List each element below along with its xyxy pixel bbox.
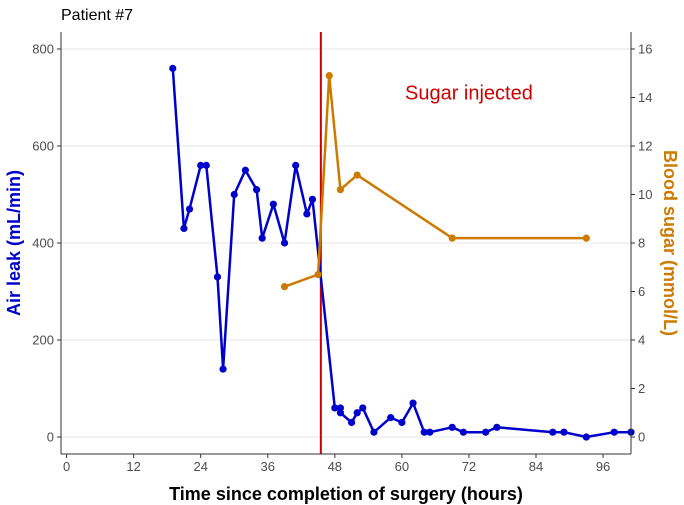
blood-sugar-point (582, 234, 590, 242)
air-leak-point (448, 423, 456, 431)
air-leak-point (370, 428, 378, 436)
y-right-tick-label-0: 0 (638, 430, 645, 445)
blood-sugar-point (353, 171, 361, 179)
y-right-tick-label-16: 16 (638, 41, 652, 56)
y-left-tick-label-200: 200 (32, 333, 54, 348)
air-leak-point (353, 409, 361, 417)
air-leak-point (398, 418, 406, 427)
y-right-tick-label-12: 12 (638, 138, 652, 153)
air-leak-point (610, 428, 618, 436)
air-leak-point (560, 428, 568, 436)
blood-sugar-point (314, 270, 322, 279)
y-left-tick-label-0: 0 (47, 430, 54, 445)
air-leak-point (420, 428, 428, 436)
air-leak-point (426, 428, 434, 436)
x-tick-label-72: 72 (462, 459, 476, 474)
blood-sugar-point (325, 72, 333, 80)
air-leak-point (202, 161, 210, 169)
y-right-tick-label-4: 4 (638, 333, 645, 348)
x-tick-label-0: 0 (63, 459, 70, 474)
y-right-tick-label-14: 14 (638, 90, 652, 105)
air-leak-point (331, 404, 339, 412)
y-left-tick-label-400: 400 (32, 236, 54, 251)
air-leak-point (336, 409, 345, 417)
air-leak-point (347, 418, 356, 427)
tick-labels: 0 12 24 36 48 60 72 84 9602004006008000246810121… (32, 41, 652, 474)
x-tick-label-24: 24 (193, 459, 207, 474)
air-leak-point (292, 161, 300, 169)
x-tick-label-36: 36 (261, 459, 275, 474)
air-leak-point (230, 190, 238, 199)
air-leak-line (171, 67, 633, 439)
air-leak-point (241, 166, 250, 174)
y-right-tick-label-6: 6 (638, 284, 645, 299)
air-leak-point (197, 161, 205, 169)
y-axis-label-right: Blood sugar (mmol/L) (660, 150, 680, 336)
data-series (169, 64, 635, 441)
y-right-tick-label-8: 8 (638, 236, 645, 251)
air-leak-point (180, 224, 188, 233)
air-leak-point (493, 423, 501, 431)
y-axis-label-left: Air leak (mL/min) (4, 170, 24, 316)
y-left-tick-label-600: 600 (32, 138, 54, 153)
axes (57, 32, 635, 458)
x-tick-label-60: 60 (395, 459, 409, 474)
air-leak-point (387, 414, 395, 422)
x-tick-label-12: 12 (126, 459, 140, 474)
air-leak-point (169, 64, 177, 72)
y-left-tick-label-800: 800 (32, 41, 54, 56)
grid-lines (61, 48, 631, 438)
air-leak-point (258, 234, 266, 242)
air-leak-point (459, 428, 467, 436)
air-leak-point (213, 273, 222, 281)
air-leak-point (482, 428, 490, 436)
sugar-injected-annotation: Sugar injected (405, 83, 533, 105)
blood-sugar-point (280, 283, 289, 291)
y-right-tick-label-2: 2 (638, 381, 645, 396)
air-leak-point (303, 210, 311, 218)
y-right-tick-label-10: 10 (638, 187, 652, 202)
chart-title: Patient #7 (61, 7, 133, 24)
air-leak-point (219, 365, 227, 373)
air-leak-point (269, 200, 277, 208)
blood-sugar-line (283, 74, 588, 288)
blood-sugar-point (448, 234, 456, 242)
blood-sugar-point (336, 186, 345, 194)
air-leak-point (308, 195, 317, 203)
air-leak-point (185, 205, 194, 213)
air-leak-point (252, 186, 261, 194)
air-leak-point (280, 239, 289, 247)
x-tick-label-84: 84 (529, 459, 543, 474)
x-tick-label-96: 96 (596, 459, 610, 474)
air-leak-point (409, 399, 417, 407)
x-axis-label: Time since completion of surgery (hours) (169, 484, 523, 504)
x-tick-label-48: 48 (328, 459, 342, 474)
air-leak-point (549, 428, 557, 436)
air-leak-point (359, 404, 367, 412)
air-leak-point (582, 433, 590, 441)
